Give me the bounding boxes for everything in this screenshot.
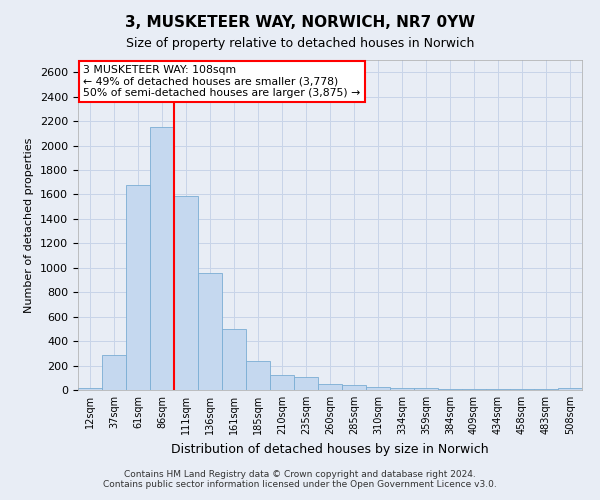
Text: Contains HM Land Registry data © Crown copyright and database right 2024.
Contai: Contains HM Land Registry data © Crown c… [103,470,497,489]
X-axis label: Distribution of detached houses by size in Norwich: Distribution of detached houses by size … [171,442,489,456]
Bar [198,272,222,390]
Bar [462,389,486,390]
Bar [438,389,462,390]
Bar [174,196,198,390]
Bar [414,388,438,390]
Bar [246,360,270,390]
Bar [150,127,174,390]
Text: 3, MUSKETEER WAY, NORWICH, NR7 0YW: 3, MUSKETEER WAY, NORWICH, NR7 0YW [125,15,475,30]
Bar [366,387,390,390]
Bar [558,388,582,390]
Bar [126,184,150,390]
Bar [294,377,318,390]
Bar [318,384,342,390]
Bar [78,388,102,390]
Y-axis label: Number of detached properties: Number of detached properties [25,138,34,312]
Bar [270,376,294,390]
Bar [390,388,414,390]
Text: 3 MUSKETEER WAY: 108sqm
← 49% of detached houses are smaller (3,778)
50% of semi: 3 MUSKETEER WAY: 108sqm ← 49% of detache… [83,65,360,98]
Bar [486,389,510,390]
Bar [510,389,534,390]
Text: Size of property relative to detached houses in Norwich: Size of property relative to detached ho… [126,38,474,51]
Bar [102,354,126,390]
Bar [342,386,366,390]
Bar [222,329,246,390]
